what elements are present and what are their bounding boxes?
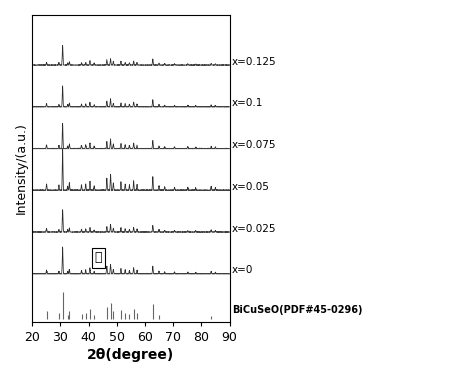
Text: 图: 图 xyxy=(95,251,102,264)
Text: x=0.075: x=0.075 xyxy=(232,140,276,150)
Text: x=0.025: x=0.025 xyxy=(232,224,276,234)
Text: x=0.05: x=0.05 xyxy=(232,182,270,192)
Text: x=0: x=0 xyxy=(232,265,253,276)
Text: BiCuSeO(PDF#45-0296): BiCuSeO(PDF#45-0296) xyxy=(232,305,362,315)
Y-axis label: Intensity/(a.u.): Intensity/(a.u.) xyxy=(15,123,28,215)
Text: x=0.1: x=0.1 xyxy=(232,98,263,109)
X-axis label: 2θ(degree): 2θ(degree) xyxy=(87,348,174,362)
Text: x=0.125: x=0.125 xyxy=(232,57,276,67)
